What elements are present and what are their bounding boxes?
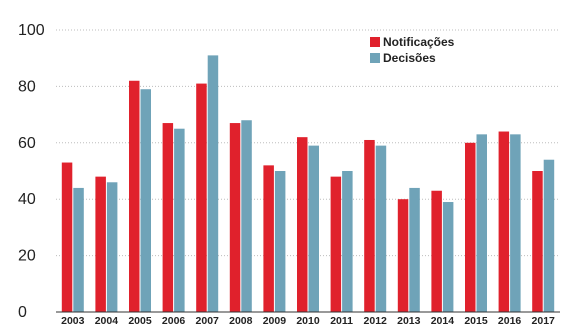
bar-notificacoes-2010 <box>297 137 308 312</box>
bar-decisoes-2005 <box>140 89 151 312</box>
bar-decisoes-2009 <box>274 171 286 312</box>
bar-notificacoes-2016 <box>498 131 510 312</box>
bar-decisoes-2012 <box>375 145 387 312</box>
x-tick-label: 2017 <box>532 315 556 326</box>
x-tick-label: 2010 <box>296 315 320 326</box>
bar-notificacoes-2008 <box>229 123 241 312</box>
bar-notificacoes-2015 <box>465 142 476 312</box>
x-tick-label: 2015 <box>464 315 488 326</box>
gridlines <box>56 29 560 257</box>
bar-decisoes-2006 <box>174 128 185 312</box>
bar-decisoes-2017 <box>543 159 555 312</box>
bar-notificacoes-2017 <box>532 171 543 312</box>
legend-label-notificacoes: Notificações <box>383 35 455 49</box>
x-tick-label: 2013 <box>397 315 421 326</box>
y-axis-ticks: 0 20 40 60 80 100 <box>18 22 45 321</box>
bar-decisoes-2003 <box>73 187 84 312</box>
x-tick-label: 2007 <box>196 315 220 326</box>
y-tick-label: 20 <box>18 248 36 265</box>
bar-notificacoes-2005 <box>129 80 140 312</box>
x-tick-label: 2012 <box>364 315 388 326</box>
bar-notificacoes-2011 <box>330 176 342 312</box>
y-tick-label: 0 <box>18 304 27 321</box>
legend: Notificações Decisões <box>370 35 455 65</box>
x-tick-label: 2005 <box>128 315 152 326</box>
x-tick-label: 2009 <box>263 315 287 326</box>
x-tick-label: 2016 <box>498 315 522 326</box>
legend-label-decisoes: Decisões <box>383 51 436 65</box>
bar-notificacoes-2009 <box>263 165 274 312</box>
bar-notificacoes-2004 <box>95 176 106 312</box>
y-tick-label: 80 <box>18 78 36 95</box>
y-tick-label: 60 <box>18 135 36 152</box>
legend-swatch-decisoes <box>370 53 380 63</box>
x-axis-ticks: 2003 2004 2005 2006 2007 2008 2009 2010 2011 2012… <box>61 315 555 326</box>
bar-decisoes-2004 <box>106 182 118 312</box>
x-tick-label: 2004 <box>95 315 119 326</box>
bar-decisoes-2008 <box>241 120 252 313</box>
bars <box>61 55 555 313</box>
x-tick-label: 2006 <box>162 315 186 326</box>
bar-decisoes-2016 <box>510 134 521 312</box>
bar-notificacoes-2006 <box>162 123 174 312</box>
bar-notificacoes-2014 <box>431 190 442 312</box>
bar-notificacoes-2013 <box>397 199 409 312</box>
x-tick-label: 2008 <box>229 315 253 326</box>
bar-decisoes-2010 <box>308 145 319 312</box>
bar-decisoes-2007 <box>207 55 219 312</box>
y-tick-label: 100 <box>18 22 45 39</box>
x-tick-label: 2011 <box>330 315 353 326</box>
x-tick-label: 2014 <box>431 315 455 326</box>
legend-swatch-notificacoes <box>370 37 380 47</box>
x-tick-label: 2003 <box>61 315 85 326</box>
bar-decisoes-2014 <box>442 202 454 312</box>
bar-notificacoes-2007 <box>196 83 207 312</box>
bar-notificacoes-2012 <box>364 139 375 312</box>
bar-decisoes-2011 <box>342 171 353 312</box>
bar-decisoes-2015 <box>476 134 487 312</box>
bar-notificacoes-2003 <box>61 162 73 312</box>
y-tick-label: 40 <box>18 191 36 208</box>
bar-decisoes-2013 <box>409 187 420 312</box>
